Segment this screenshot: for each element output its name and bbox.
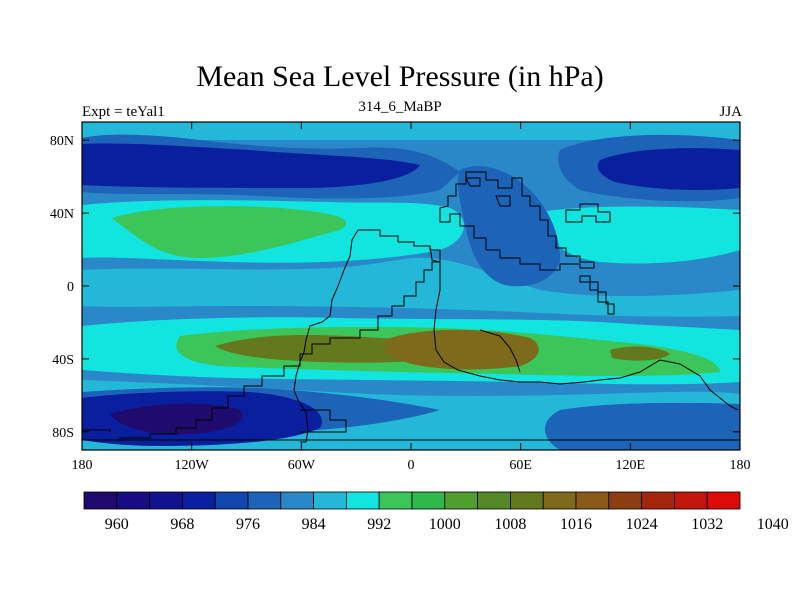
colorbar-swatch <box>149 491 183 510</box>
y-tick-label: 40N <box>50 207 74 222</box>
colorbar-label: 1032 <box>691 516 723 533</box>
contour-band-southern-low-core <box>110 403 243 435</box>
colorbar-swatch <box>83 491 118 510</box>
coastline-pangea-north <box>293 229 359 443</box>
colorbar-swatch <box>313 491 347 510</box>
y-tick-label: 40S <box>52 353 74 368</box>
coastline-antarctic <box>82 409 740 441</box>
colorbar-label: 976 <box>236 516 260 533</box>
contour-band-equatorial <box>82 257 740 317</box>
x-tick-label: 120E <box>616 458 646 473</box>
x-tick-label: 60W <box>288 458 316 473</box>
colorbar-label: 960 <box>105 516 129 533</box>
x-axis: 180 120W 60W 0 60E 120E 180 <box>72 122 751 473</box>
colorbar-swatch <box>542 491 577 510</box>
colorbar-swatch <box>706 491 741 510</box>
colorbar-swatch <box>509 491 544 510</box>
colorbar-label: 984 <box>302 516 326 533</box>
colorbar-label: 1016 <box>560 516 592 533</box>
x-tick-label: 60E <box>509 458 532 473</box>
map-title: Mean Sea Level Pressure (in hPa) <box>196 60 604 93</box>
colorbar-swatch <box>444 491 478 510</box>
colorbar-swatch <box>378 491 413 510</box>
colorbar-swatch <box>345 491 380 510</box>
colorbar-swatch <box>608 491 642 510</box>
x-tick-label: 180 <box>730 458 751 473</box>
season-label: JJA <box>719 104 742 120</box>
continent-outlines <box>82 171 740 443</box>
colorbar <box>83 491 741 510</box>
contour-band-low-north-pacific-core <box>597 148 740 190</box>
contour-band-south-high-core-pacific <box>610 346 670 361</box>
contour-band-low-north-america-core <box>82 143 420 188</box>
colorbar-swatch <box>181 491 216 510</box>
y-axis: 80N 40N 0 40S 80S <box>50 134 740 441</box>
colorbar-swatch <box>247 491 282 510</box>
colorbar-swatch <box>411 491 446 510</box>
contour-band-southern-low-east <box>545 402 740 450</box>
coastline-pangea-east <box>439 171 595 271</box>
colorbar-swatch <box>674 491 708 510</box>
coastline-north-island <box>465 177 511 207</box>
x-tick-label: 0 <box>408 458 415 473</box>
contour-band-low-asia <box>457 166 560 287</box>
experiment-label: Expt = teYal1 <box>82 104 165 120</box>
coastline-asia-islands <box>565 203 615 315</box>
colorbar-label: 1040 <box>757 516 789 533</box>
colorbar-swatch <box>575 491 610 510</box>
coastline-pangea-west <box>82 229 441 441</box>
coastline-gondwana <box>433 262 739 411</box>
colorbar-label: 992 <box>367 516 391 533</box>
colorbar-swatch <box>280 491 314 510</box>
colorbar-label: 1024 <box>626 516 658 533</box>
x-tick-label: 120W <box>175 458 210 473</box>
contour-band-arctic <box>82 122 740 140</box>
y-tick-label: 80S <box>52 426 74 441</box>
colorbar-swatch <box>116 491 151 510</box>
colorbar-swatch <box>477 491 511 510</box>
colorbar-swatch <box>641 491 675 510</box>
colorbar-label: 1008 <box>494 516 526 533</box>
colorbar-label: 968 <box>170 516 194 533</box>
contour-band-south-high-core-east <box>385 329 539 370</box>
contour-band-north-pacific-subtropical <box>540 206 740 264</box>
contour-field <box>82 122 740 450</box>
colorbar-label: 1000 <box>429 516 461 533</box>
coastline-gondwana-inner <box>429 245 521 373</box>
y-tick-label: 80N <box>50 134 74 149</box>
y-tick-label: 0 <box>67 280 74 295</box>
colorbar-swatch <box>214 491 249 510</box>
colorbar-labels: 960 968 976 984 992 1000 1008 1016 1024 1032 1040 <box>105 516 789 533</box>
period-label: 314_6_MaBP <box>358 99 442 115</box>
contour-band-north-high <box>112 206 347 258</box>
x-tick-label: 180 <box>72 458 93 473</box>
